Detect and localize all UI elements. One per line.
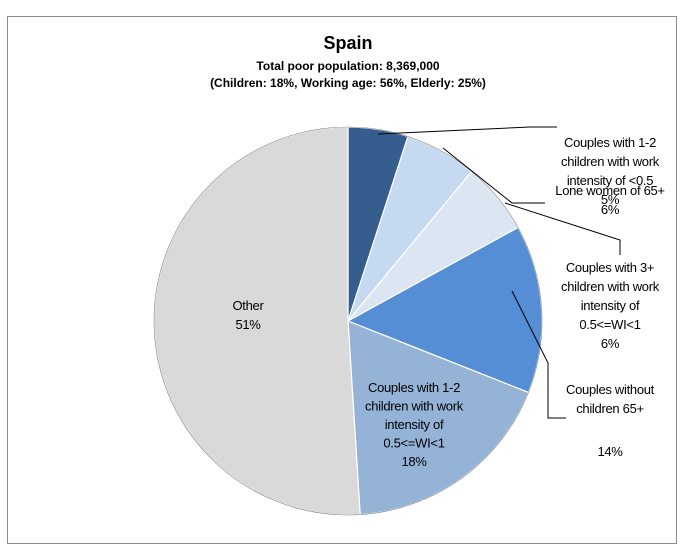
leader-line-4 bbox=[511, 290, 566, 419]
slice-percent-label: 18% bbox=[401, 454, 427, 469]
pie-outline bbox=[153, 126, 543, 516]
slice-percent-label: 14% bbox=[597, 444, 623, 459]
leader-line-2 bbox=[442, 147, 545, 204]
slice-label-line: Couples with 1-2 bbox=[564, 135, 656, 150]
chart-subtitle-line-2: (Children: 18%, Working age: 56%, Elderl… bbox=[210, 76, 486, 90]
slice-label-line: children with work bbox=[365, 399, 464, 414]
slice-percent-label: 5% bbox=[601, 192, 620, 207]
slice-label-5: Couples with 1-2 children with work intens… bbox=[365, 380, 464, 469]
slice-label-line: children with work bbox=[561, 279, 660, 294]
slice-percent-label: 51% bbox=[235, 317, 261, 332]
slice-label-line: intensity of bbox=[385, 417, 444, 432]
slice-percent-label: 6% bbox=[601, 336, 620, 351]
leader-line-1 bbox=[377, 126, 557, 135]
slice-percent-label: 6% bbox=[601, 202, 620, 217]
slice-label-line: Other bbox=[232, 298, 264, 313]
slice-label-3: Couples with 3+ children with work intensi… bbox=[561, 260, 660, 351]
slice-label-line: intensity of <0.5 bbox=[567, 173, 653, 188]
slice-label-4: Couples without children 65+ 14% bbox=[566, 382, 655, 459]
slice-labels: Couples with 1-2 children with work intens… bbox=[232, 135, 665, 469]
slice-label-6: Other 51% bbox=[232, 298, 264, 332]
leader-lines bbox=[377, 126, 621, 419]
slice-label-line: 0.5<=WI<1 bbox=[383, 436, 444, 451]
slice-label-line: Couples without bbox=[566, 382, 655, 397]
slice-label-line: Lone women of 65+ bbox=[555, 183, 664, 198]
slice-label-line: intensity of bbox=[581, 298, 640, 313]
slice-label-line: children 65+ bbox=[576, 401, 644, 416]
slice-label-1: Couples with 1-2 children with work intens… bbox=[561, 135, 660, 207]
pie-slices bbox=[153, 126, 543, 516]
slice-label-line: 0.5<=WI<1 bbox=[579, 317, 640, 332]
leader-line-3 bbox=[504, 202, 621, 255]
slice-label-line: Couples with 3+ bbox=[566, 260, 654, 275]
slice-label-2: Lone women of 65+ 6% bbox=[555, 183, 664, 217]
slice-label-line: Couples with 1-2 bbox=[368, 380, 460, 395]
chart-title: Spain bbox=[323, 33, 372, 53]
slice-label-line: children with work bbox=[561, 154, 660, 169]
chart-subtitle-line-1: Total poor population: 8,369,000 bbox=[256, 59, 439, 73]
